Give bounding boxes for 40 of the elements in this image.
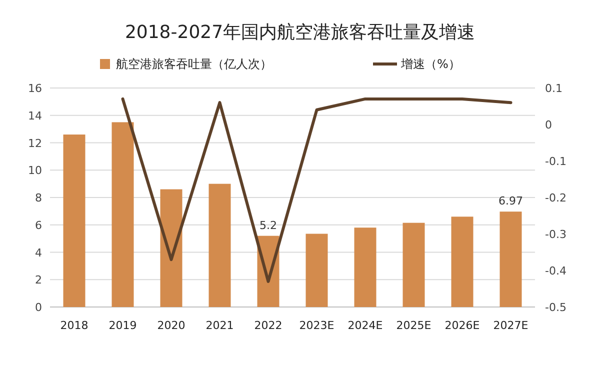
y2-tick-label: -0.1 (545, 155, 566, 168)
y-tick-label: 6 (35, 218, 42, 232)
x-tick-label: 2022 (254, 319, 282, 332)
data-label: 5.2 (260, 218, 277, 232)
bar (451, 216, 474, 307)
y2-tick-label: 0 (545, 118, 552, 132)
x-tick-label: 2027E (493, 319, 528, 332)
x-tick-label: 2018 (60, 319, 88, 332)
y-tick-label: 0 (35, 301, 42, 314)
x-tick-label: 2020 (157, 319, 186, 332)
x-tick-label: 2025E (396, 319, 432, 332)
y2-tick-label: -0.3 (545, 228, 566, 241)
y2-tick-label: -0.4 (545, 264, 566, 278)
y-tick-label: 10 (28, 164, 42, 178)
x-tick-label: 2021 (206, 319, 234, 332)
x-tick-label: 2023E (299, 319, 334, 332)
chart-title: 2018-2027年国内航空港旅客吞吐量及增速 (124, 22, 476, 43)
bar (500, 212, 522, 307)
bar (402, 222, 425, 307)
y2-tick-label: 0.1 (545, 82, 562, 95)
bar (354, 228, 376, 307)
bar (63, 134, 86, 307)
y-tick-label: 4 (35, 246, 42, 260)
bar (208, 184, 231, 307)
x-tick-label: 2026E (444, 319, 480, 332)
bar (112, 122, 134, 307)
y2-tick-label: -0.5 (545, 301, 566, 314)
y-tick-label: 12 (28, 136, 42, 150)
y2-tick-label: -0.2 (545, 192, 566, 204)
y-tick-label: 8 (35, 192, 42, 204)
x-tick-label: 2019 (108, 319, 137, 332)
data-label: 6.97 (498, 194, 523, 208)
y-tick-label: 16 (28, 82, 42, 95)
x-tick-label: 2024E (348, 319, 383, 332)
legend-label: 航空港旅客吞吐量（亿人次） (116, 57, 272, 71)
legend-label: 增速（%） (400, 57, 460, 71)
y-tick-label: 2 (35, 274, 42, 287)
bar (306, 234, 328, 307)
y-tick-label: 14 (28, 109, 42, 122)
bar (160, 189, 182, 307)
